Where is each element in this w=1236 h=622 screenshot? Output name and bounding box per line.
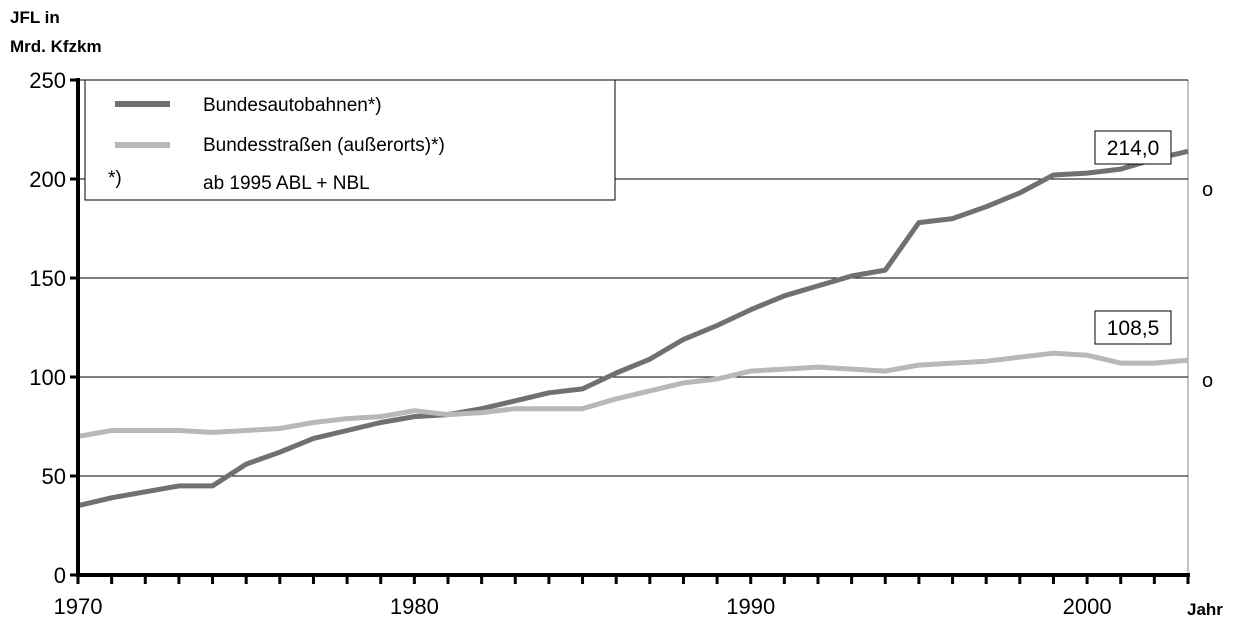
y-tick-label: 250 <box>29 68 66 93</box>
y-tick-label: 50 <box>42 464 66 489</box>
series-layer <box>77 148 1189 509</box>
y-tick-label: 150 <box>29 266 66 291</box>
legend-label-bundesstrassen: Bundesstraßen (außerorts)*) <box>203 135 445 156</box>
legend-label-bundesautobahnen: Bundesautobahnen*) <box>203 95 382 116</box>
y-ticks: 0 50 100 150 200 250 <box>29 68 78 588</box>
callout-value-autobahnen: 214,0 <box>1107 137 1160 160</box>
y-tick-label: 0 <box>54 563 66 588</box>
y-axis-title-line2: Mrd. Kfzkm <box>10 37 102 56</box>
y-tick-label: 100 <box>29 365 66 390</box>
callout-bundesstrassen: 108,5 <box>1094 310 1172 345</box>
callout-autobahnen: 214,0 <box>1094 130 1172 165</box>
x-tick-label: 1970 <box>54 594 103 619</box>
x-ticks: 1970 1980 1990 2000 <box>54 575 1190 619</box>
x-axis-title: Jahr <box>1187 600 1223 619</box>
x-tick-label: 2000 <box>1063 594 1112 619</box>
legend-note-text: ab 1995 ABL + NBL <box>203 173 370 194</box>
series-line-1 <box>77 350 1189 439</box>
end-marker-bundesstrassen: o <box>1202 370 1213 392</box>
end-marker-autobahnen: o <box>1202 179 1213 201</box>
y-tick-label: 200 <box>29 167 66 192</box>
legend-note-marker: *) <box>108 168 122 189</box>
y-axis-title-line1: JFL in <box>10 8 60 27</box>
callout-box-autobahnen <box>1094 130 1172 165</box>
series-line-0 <box>77 148 1189 509</box>
legend-box <box>84 79 616 201</box>
callout-value-bundesstrassen: 108,5 <box>1107 317 1160 340</box>
callout-box-bundesstrassen <box>1094 310 1172 345</box>
legend: Bundesautobahnen*) Bundesstraßen (außero… <box>84 79 616 201</box>
x-tick-label: 1990 <box>726 594 775 619</box>
x-tick-label: 1980 <box>390 594 439 619</box>
